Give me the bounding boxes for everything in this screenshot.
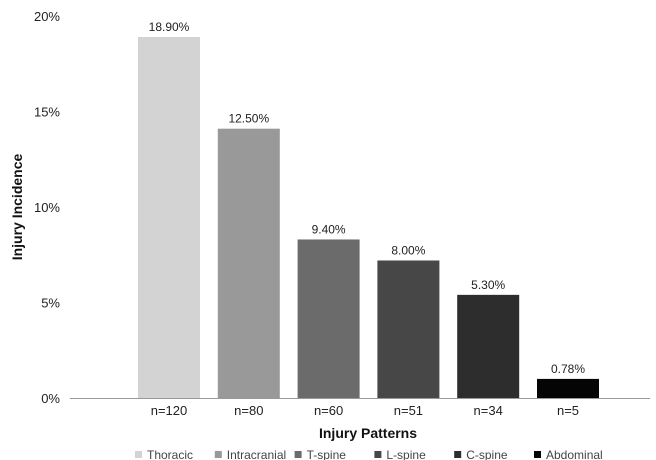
legend-swatch [294,451,302,458]
legend-swatch [454,451,462,458]
legend: Thoracic Intracranial T-spine L-spine C-spin… [135,448,603,460]
bars [138,37,599,398]
data-label: 8.00% [391,243,425,257]
x-tick-labels: n=120 n=80 n=60 n=51 n=34 n=5 [151,403,579,418]
bar [297,239,360,398]
bar [138,37,200,398]
legend-label: Thoracic [147,448,193,460]
y-tick-labels: 0% 5% 10% 15% 20% [34,9,60,406]
data-label: 0.78% [551,362,585,376]
x-tick-label: n=51 [394,403,423,418]
bar [457,294,520,398]
legend-swatch [214,451,222,458]
y-tick-label: 15% [34,105,60,120]
data-label: 5.30% [471,278,505,292]
legend-label: Intracranial [227,448,286,460]
bar [537,378,599,398]
y-tick-label: 10% [34,200,60,215]
x-tick-label: n=120 [151,403,188,418]
y-axis-title: Injury Incidence [9,153,25,260]
data-label: 9.40% [312,222,346,236]
bar [217,128,280,398]
y-tick-label: 5% [41,296,60,311]
legend-label: Abdominal [546,448,603,460]
bar [377,260,440,398]
data-labels: 18.90% 12.50% 9.40% 8.00% 5.30% 0.78% [149,20,586,376]
data-label: 12.50% [228,112,269,126]
data-label: 18.90% [149,20,190,34]
legend-swatch [374,451,382,458]
x-tick-label: n=60 [314,403,343,418]
legend-label: C-spine [466,448,508,460]
x-axis-title: Injury Patterns [319,425,417,441]
y-tick-label: 0% [41,391,60,406]
x-tick-label: n=5 [557,403,579,418]
legend-label: L-spine [386,448,426,460]
x-tick-label: n=34 [474,403,503,418]
legend-swatch [135,451,142,458]
x-tick-label: n=80 [234,403,263,418]
y-tick-label: 20% [34,9,60,24]
legend-swatch [534,451,541,458]
legend-label: T-spine [307,448,347,460]
